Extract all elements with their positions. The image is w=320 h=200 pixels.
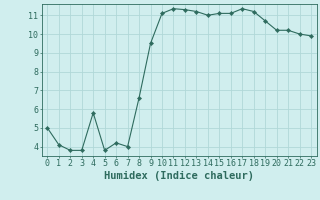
X-axis label: Humidex (Indice chaleur): Humidex (Indice chaleur) <box>104 171 254 181</box>
